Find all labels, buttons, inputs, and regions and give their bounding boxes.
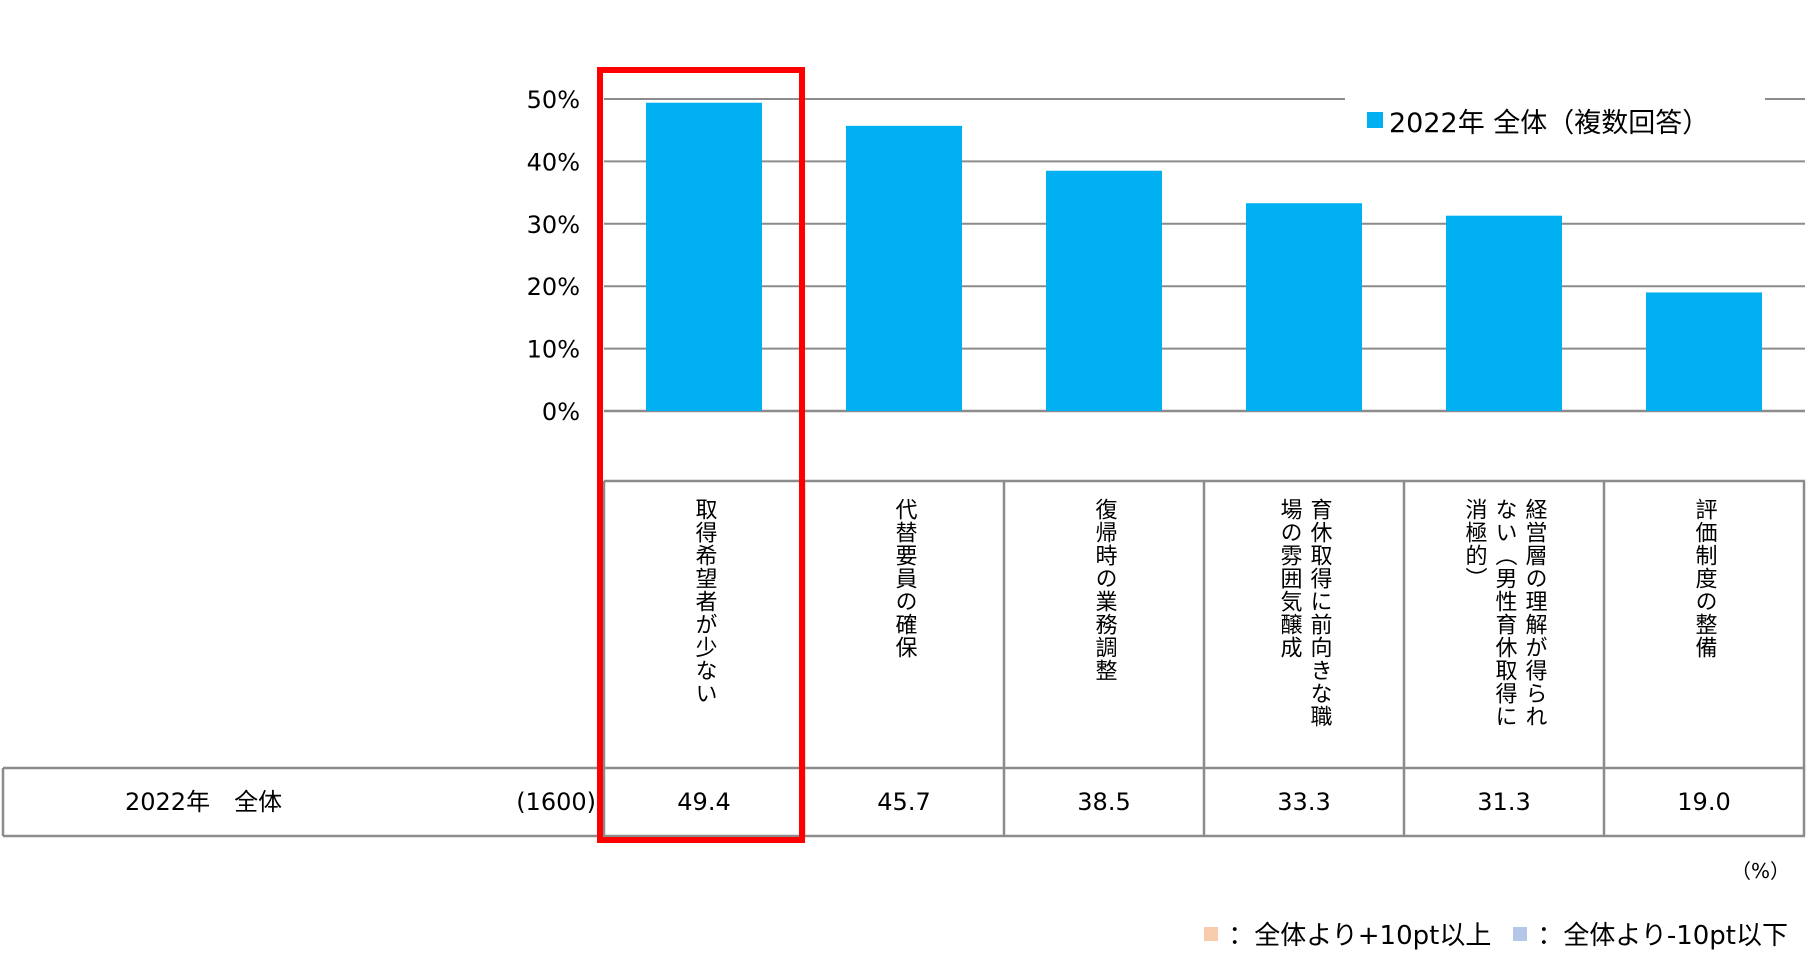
bar	[1446, 215, 1562, 411]
legend-label: 2022年 全体（複数回答）	[1389, 107, 1710, 139]
category-label: 代替要員の確保	[892, 498, 918, 659]
key-plus-label: 全体より+10pt以上	[1254, 921, 1492, 951]
y-tick-label: 50%	[527, 86, 580, 114]
bar	[1646, 292, 1762, 411]
category-label: 復帰時の業務調整	[1092, 498, 1118, 682]
highlight-box	[597, 67, 805, 843]
category-label: 場の雰囲気醸成	[1277, 498, 1303, 659]
y-tick-label: 0%	[542, 398, 580, 426]
bar	[846, 125, 962, 411]
bar	[646, 102, 762, 411]
category-label: 消極的）	[1462, 498, 1488, 590]
value-cell: 45.7	[877, 788, 930, 816]
category-label: 取得希望者が少ない	[692, 498, 718, 705]
value-cell: 49.4	[677, 788, 730, 816]
value-cell: 19.0	[1677, 788, 1730, 816]
row-n: (1600)	[516, 788, 596, 816]
key-minus: ： 全体より-10pt以下	[1513, 915, 1788, 952]
bars	[646, 102, 1762, 411]
y-tick-label: 30%	[527, 211, 580, 239]
y-tick-label: 40%	[527, 148, 580, 176]
key-plus-swatch	[1204, 926, 1219, 941]
y-tick-label: 10%	[527, 336, 580, 364]
y-tick-label: 20%	[527, 273, 580, 301]
legend: 2022年 全体（複数回答）	[1345, 80, 1765, 160]
key-minus-colon: ：	[1537, 921, 1564, 951]
value-cell: 31.3	[1477, 788, 1530, 816]
category-label: ない（男性育休取得に	[1492, 498, 1518, 728]
category-label: 評価制度の整備	[1692, 498, 1718, 659]
legend-swatch	[1367, 112, 1383, 128]
key-minus-swatch	[1513, 926, 1528, 941]
unit-note: （%）	[1730, 859, 1790, 883]
bar	[1046, 170, 1162, 411]
value-cell: 38.5	[1077, 788, 1130, 816]
bar	[1246, 203, 1362, 411]
category-label: 経営層の理解が得られ	[1522, 498, 1548, 728]
key-plus-colon: ：	[1228, 921, 1255, 951]
category-label: 育休取得に前向きな職	[1307, 498, 1333, 728]
color-key: ： 全体より+10pt以上 ： 全体より-10pt以下	[1182, 915, 1788, 952]
data-table: 取得希望者が少ない 代替要員の確保 復帰時の業務調整 育休取得に前向きな職場の雰囲気醸…	[1, 479, 1806, 838]
y-axis-ticks: 0% 10% 20% 30% 40% 50%	[527, 86, 580, 426]
key-minus-label: 全体より-10pt以下	[1563, 921, 1788, 951]
value-cell: 33.3	[1277, 788, 1330, 816]
row-label: 2022年 全体	[125, 788, 282, 816]
key-plus: ： 全体より+10pt以上	[1204, 915, 1491, 952]
